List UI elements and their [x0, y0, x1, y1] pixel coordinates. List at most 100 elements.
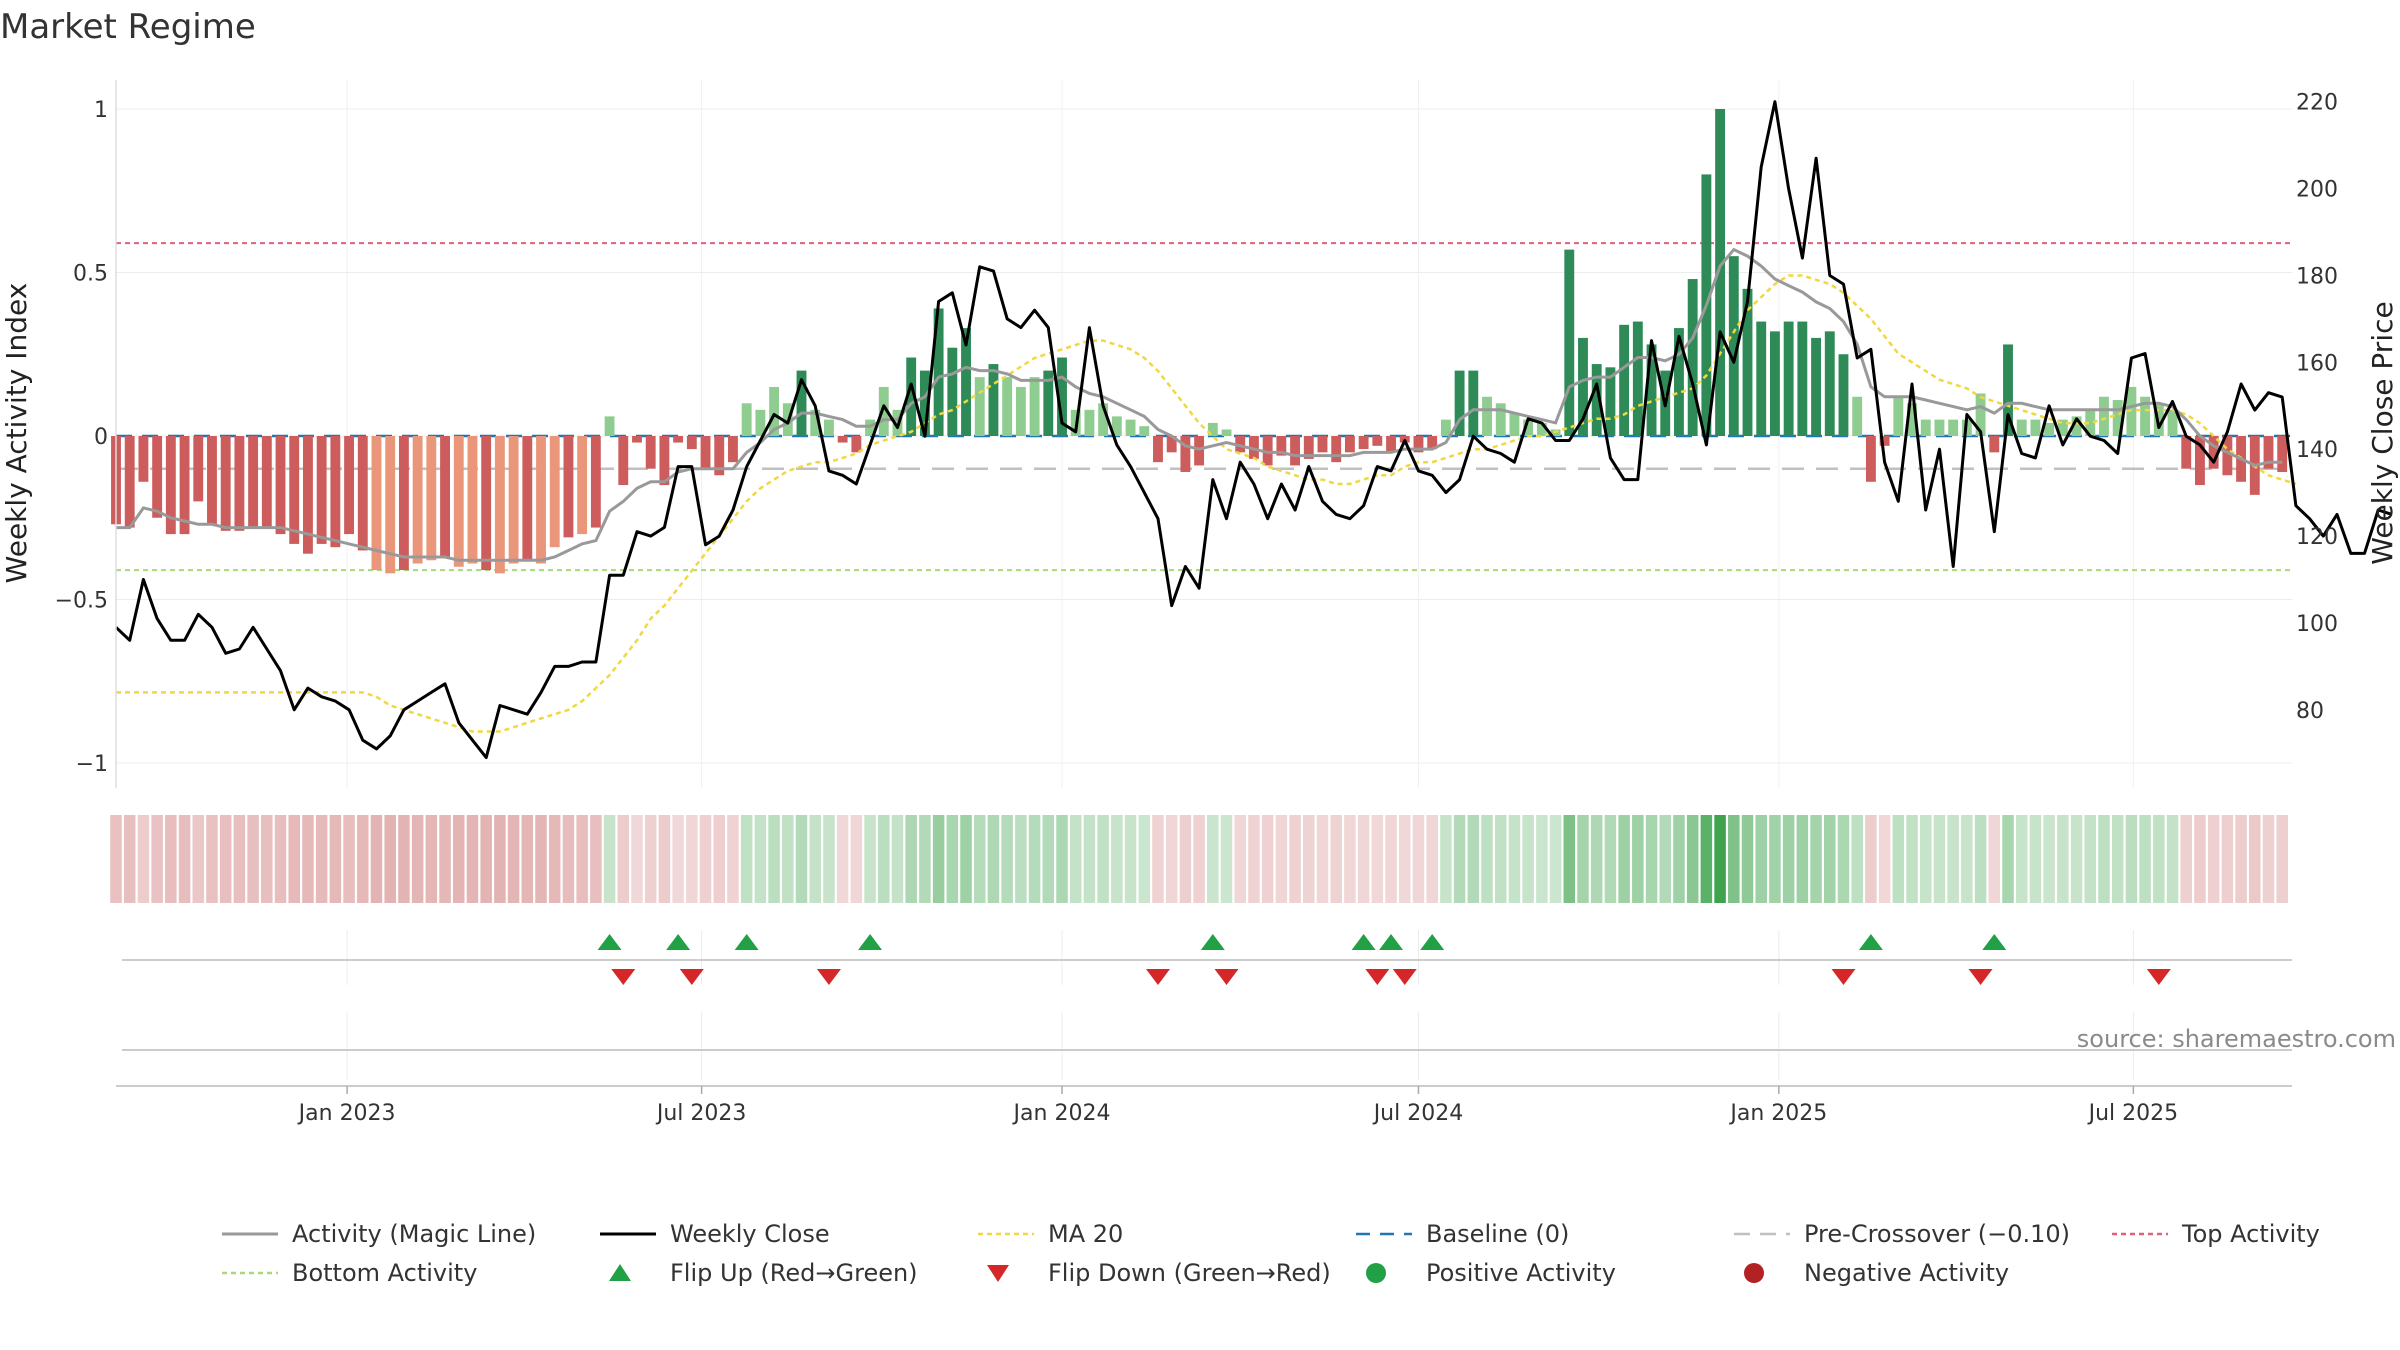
activity-bar	[878, 386, 889, 436]
lines-layer	[114, 100, 2393, 760]
activity-bar	[1824, 331, 1835, 436]
activity-bar	[2112, 400, 2123, 436]
regime-cell	[946, 815, 959, 903]
activity-bar	[1536, 422, 1547, 436]
x-tick-label: Jan 2024	[1012, 1101, 1111, 1126]
activity-bar	[1715, 109, 1726, 436]
activity-bar	[1358, 436, 1369, 450]
regime-cell	[960, 815, 972, 903]
regime-cell	[809, 815, 821, 903]
legend-item-top-activity: Top Activity	[2112, 1220, 2320, 1248]
activity-bar	[1221, 429, 1232, 436]
regime-cell	[1193, 815, 1205, 903]
regime-cell	[1234, 815, 1246, 903]
activity-bar	[1125, 419, 1136, 436]
activity-bar	[686, 436, 697, 450]
regime-cell	[1906, 815, 1918, 903]
regime-cell	[466, 815, 479, 903]
activity-bar	[549, 436, 560, 548]
flip-down-marker	[816, 969, 841, 985]
regime-cell	[1220, 815, 1233, 903]
regime-cell	[1467, 815, 1480, 903]
activity-bar	[467, 436, 478, 564]
x-tick-label: Jul 2025	[2087, 1101, 2179, 1126]
activity-bar	[536, 436, 546, 564]
regime-cell	[1083, 815, 1096, 903]
regime-cell	[2180, 815, 2192, 903]
regime-cell	[261, 815, 273, 903]
activity-bar	[165, 436, 176, 535]
activity-bar	[1728, 256, 1739, 436]
activity-bar	[1811, 337, 1821, 436]
activity-bar	[810, 409, 821, 436]
activity-bar	[2099, 396, 2109, 436]
regime-cell	[480, 815, 492, 903]
legend-item-baseline: Baseline (0)	[1356, 1220, 1569, 1248]
regime-cell	[165, 815, 177, 903]
legend-label: Flip Down (Green→Red)	[1048, 1259, 1331, 1287]
activity-bar	[906, 357, 917, 436]
regime-cell	[1755, 815, 1767, 903]
legend-item-ma20: MA 20	[978, 1220, 1123, 1248]
legend-item-flip-up: Flip Up (Red→Green)	[609, 1259, 918, 1287]
activity-bar	[275, 436, 286, 535]
regime-cell	[2043, 815, 2055, 903]
activity-bar	[1742, 288, 1753, 436]
regime-cell	[1042, 815, 1055, 903]
regime-cell	[535, 815, 547, 903]
legend-label: Baseline (0)	[1426, 1220, 1569, 1248]
regime-cell	[1426, 815, 1438, 903]
activity-bar	[1194, 436, 1205, 466]
ma20-line	[116, 274, 2297, 733]
regime-cell	[1001, 815, 1013, 903]
regime-cell	[672, 815, 684, 903]
regime-cell	[2098, 815, 2110, 903]
regime-cell	[178, 815, 191, 903]
flip-down-marker	[679, 969, 704, 985]
regime-cell	[823, 815, 835, 903]
regime-cell	[1412, 815, 1425, 903]
regime-cell	[1207, 815, 1219, 903]
regime-cell	[507, 815, 520, 903]
regime-cell	[1069, 815, 1082, 903]
regime-cell	[2057, 815, 2069, 903]
regime-cell	[603, 815, 616, 903]
activity-bar	[1317, 436, 1328, 453]
activity-bar	[385, 436, 396, 574]
regime-cell	[932, 815, 945, 903]
activity-bar	[2263, 436, 2274, 469]
regime-cell	[384, 815, 396, 903]
activity-bar	[1838, 354, 1849, 436]
activity-bar	[1180, 436, 1191, 472]
regime-cell	[206, 815, 218, 903]
regime-cell	[110, 815, 122, 903]
y-tick-right-label: 80	[2296, 699, 2324, 724]
regime-cell	[2221, 815, 2234, 903]
activity-bar	[371, 436, 382, 571]
activity-bar	[974, 377, 985, 436]
regime-cell	[1275, 815, 1288, 903]
activity-bar	[590, 436, 601, 528]
regime-cell	[1618, 815, 1630, 903]
activity-bar	[2195, 436, 2205, 486]
activity-bar	[988, 364, 999, 436]
regime-cell	[1289, 815, 1301, 903]
regime-cell	[1124, 815, 1137, 903]
activity-bar	[1111, 416, 1122, 436]
chart-title: Market Regime	[0, 7, 256, 47]
regime-cell	[1961, 815, 1973, 903]
regime-cell	[1865, 815, 1877, 903]
regime-cell	[1659, 815, 1672, 903]
legend-item-positive-activity: Positive Activity	[1366, 1259, 1616, 1287]
activity-bar	[919, 370, 930, 436]
regime-cell	[973, 815, 986, 903]
legend-dot-icon	[1744, 1263, 1764, 1283]
activity-bar	[1975, 393, 1986, 436]
regime-cell	[1645, 815, 1658, 903]
activity-bar	[604, 416, 615, 436]
regime-cell	[1782, 815, 1795, 903]
activity-bar	[961, 328, 971, 436]
activity-bar	[728, 436, 738, 463]
activity-bar	[1344, 436, 1355, 453]
activity-bar	[1646, 344, 1657, 436]
